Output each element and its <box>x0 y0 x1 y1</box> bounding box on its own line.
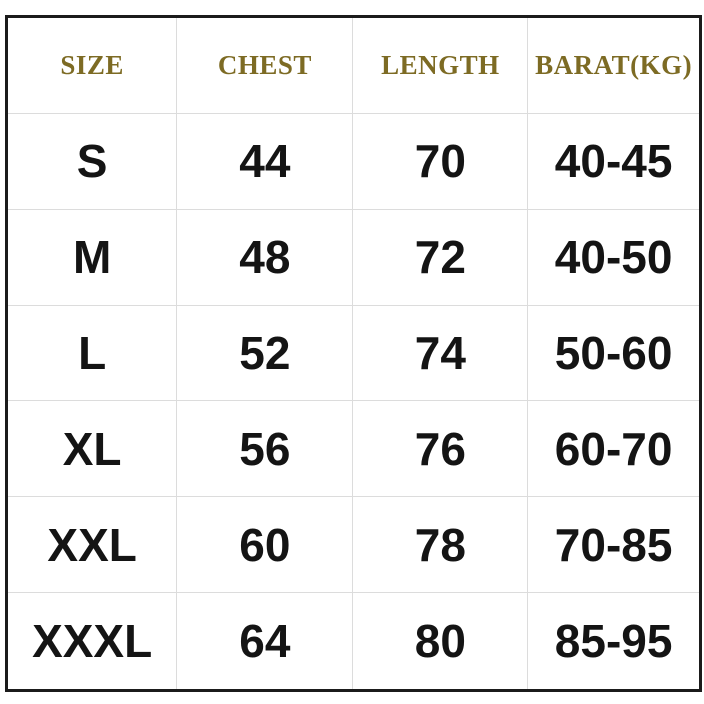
column-header-chest: CHEST <box>177 18 354 114</box>
column-header-length: LENGTH <box>353 18 529 114</box>
cell-length-l: 74 <box>353 305 529 402</box>
cell-chest-l: 52 <box>177 305 354 402</box>
size-chart-table: SIZE CHEST LENGTH BARAT(KG) S 44 70 40-4… <box>5 15 702 692</box>
cell-size-s: S <box>8 113 178 210</box>
cell-barat-s: 40-45 <box>528 114 699 210</box>
cell-size-xl: XL <box>8 401 178 498</box>
cell-chest-s: 44 <box>177 113 354 210</box>
cell-length-s: 70 <box>353 113 529 210</box>
cell-barat-xl: 60-70 <box>528 401 699 498</box>
cell-barat-xxl: 70-85 <box>528 497 699 594</box>
column-header-size: SIZE <box>8 18 178 114</box>
cell-length-xxxl: 80 <box>353 593 529 689</box>
cell-size-l: L <box>8 305 178 402</box>
cell-barat-xxxl: 85-95 <box>554 615 673 668</box>
cell-chest-m: 48 <box>177 209 354 306</box>
cell-size-m: M <box>8 209 178 306</box>
cell-barat-l: 50-60 <box>528 306 699 402</box>
cell-size-xxxl: XXXL <box>8 593 178 689</box>
cell-barat-m: 40-50 <box>528 210 699 306</box>
cell-chest-xxxl: 64 <box>177 593 354 689</box>
cell-length-xxl: 78 <box>353 497 529 594</box>
cell-length-m: 72 <box>353 209 529 306</box>
column-header-barat-kg: BARAT(KG) <box>528 18 699 114</box>
cell-size-xxl: XXL <box>8 497 178 594</box>
cell-chest-xxl: 60 <box>177 497 354 594</box>
cell-length-xl: 76 <box>353 401 529 498</box>
cell-chest-xl: 56 <box>177 401 354 498</box>
